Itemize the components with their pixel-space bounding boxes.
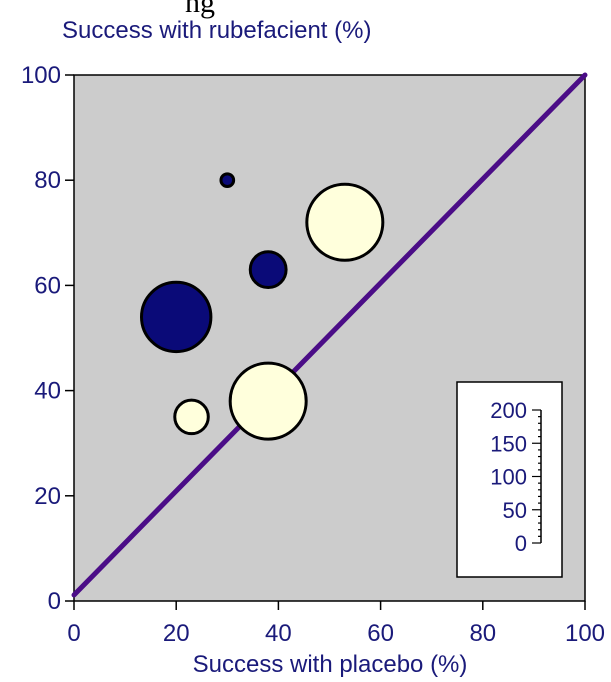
y-axis-label: Success with rubefacient (%) xyxy=(62,17,371,44)
y-tick-label: 80 xyxy=(34,167,61,194)
y-tick-label: 60 xyxy=(34,272,61,299)
size-legend: 0 50 100 150 200 xyxy=(456,381,563,578)
size-legend-label: 100 xyxy=(490,465,527,490)
bubble-point xyxy=(219,172,236,189)
bubble-point xyxy=(173,398,210,436)
y-tick-label: 20 xyxy=(34,483,61,510)
bubble-point xyxy=(228,361,308,441)
x-tick-label: 0 xyxy=(67,620,80,647)
size-legend-label: 50 xyxy=(503,498,527,523)
size-legend-label: 150 xyxy=(490,431,527,456)
x-tick-label: 60 xyxy=(367,620,394,647)
x-tick-label: 20 xyxy=(163,620,190,647)
x-tick-label: 40 xyxy=(265,620,292,647)
cropped-top-text: ng xyxy=(185,0,215,19)
size-legend-box xyxy=(456,381,563,578)
y-tick-label: 40 xyxy=(34,378,61,405)
size-legend-label: 200 xyxy=(490,398,527,423)
bubble-point xyxy=(305,182,385,262)
x-tick-label: 80 xyxy=(469,620,496,647)
x-tick-label: 100 xyxy=(565,620,605,647)
y-tick-label: 0 xyxy=(48,588,61,615)
size-legend-label: 0 xyxy=(515,531,527,556)
y-tick-label: 100 xyxy=(21,62,61,89)
bubble-point xyxy=(140,280,213,354)
x-axis-label: Success with placebo (%) xyxy=(193,651,468,678)
line-of-equality xyxy=(71,72,588,598)
bubble-point xyxy=(248,250,288,290)
